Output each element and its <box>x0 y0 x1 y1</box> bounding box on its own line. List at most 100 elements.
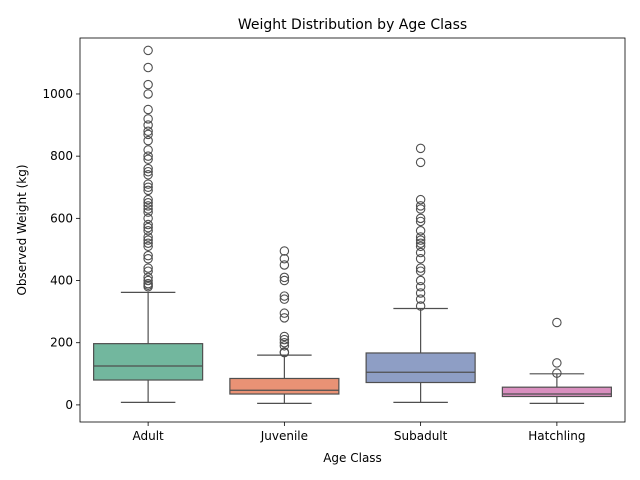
box-group-juvenile <box>229 246 340 404</box>
outlier-point <box>143 238 153 248</box>
outlier-point <box>415 241 426 252</box>
outlier-point <box>143 250 153 261</box>
outlier-point <box>143 179 153 189</box>
outlier-point <box>279 331 290 342</box>
outlier-point <box>143 145 153 155</box>
x-tick-label: Juvenile <box>260 429 308 443</box>
outlier-point <box>143 222 153 233</box>
outlier-point <box>279 313 290 323</box>
outlier-point <box>143 278 153 289</box>
x-tick-label: Hatchling <box>528 429 585 443</box>
outlier-point <box>415 254 426 264</box>
box-group-adult <box>93 45 204 404</box>
y-tick-label: 200 <box>50 336 73 350</box>
outlier-point <box>415 194 426 205</box>
outlier-point <box>143 263 153 273</box>
outlier-point <box>143 104 153 115</box>
y-axis-label: Observed Weight (kg) <box>15 164 29 295</box>
outlier-point <box>415 238 426 248</box>
outlier-point <box>279 291 290 301</box>
y-tick-label: 600 <box>50 211 73 225</box>
x-axis-label: Age Class <box>323 451 382 465</box>
outlier-point <box>415 247 426 258</box>
outlier-point <box>552 358 562 368</box>
outlier-point <box>143 89 153 99</box>
outlier-point <box>143 45 153 56</box>
outlier-point <box>279 272 290 283</box>
outlier-point <box>415 301 426 311</box>
outlier-point <box>143 154 153 165</box>
outlier-point <box>279 308 290 318</box>
outlier-point <box>415 275 426 286</box>
outlier-point <box>279 254 290 264</box>
outlier-point <box>279 246 290 256</box>
box-iqr <box>93 343 204 381</box>
outlier-point <box>143 194 153 205</box>
outlier-point <box>143 198 153 208</box>
outlier-point <box>279 275 290 286</box>
outlier-point <box>415 281 426 292</box>
y-tick-label: 0 <box>65 398 73 412</box>
outlier-point <box>143 185 153 196</box>
outlier-point <box>143 275 153 286</box>
outlier-point <box>415 232 426 242</box>
outlier-point <box>415 235 426 245</box>
outlier-point <box>143 114 153 124</box>
chart-title: Weight Distribution by Age Class <box>238 17 467 33</box>
outlier-point <box>143 170 153 180</box>
outlier-point <box>552 368 562 378</box>
box-iqr <box>365 352 476 384</box>
outlier-point <box>143 129 153 140</box>
outlier-point <box>143 163 153 174</box>
outlier-point <box>415 213 426 224</box>
outlier-point <box>415 263 426 273</box>
outlier-point <box>279 294 290 304</box>
x-tick-label: Subadult <box>394 429 448 443</box>
outlier-point <box>143 166 153 177</box>
outlier-point <box>143 201 153 211</box>
outlier-point <box>143 213 153 224</box>
outlier-point <box>415 288 426 298</box>
outlier-point <box>143 219 153 230</box>
plot-frame <box>79 37 626 423</box>
box-iqr <box>501 386 612 398</box>
outlier-point <box>415 294 426 304</box>
outlier-point <box>143 135 153 146</box>
outlier-point <box>143 204 153 214</box>
outlier-point <box>415 216 426 227</box>
outlier-point <box>279 334 290 345</box>
outlier-point <box>143 226 153 236</box>
outlier-point <box>143 266 153 276</box>
outlier-point <box>143 62 153 73</box>
y-tick-label: 400 <box>50 274 73 288</box>
x-tick-label: Adult <box>132 429 164 443</box>
y-tick-label: 1000 <box>42 87 73 101</box>
outlier-point <box>143 79 153 90</box>
outlier-point <box>415 143 426 154</box>
outlier-point <box>279 260 290 270</box>
outlier-point <box>552 317 562 328</box>
outlier-point <box>143 254 153 264</box>
outlier-point <box>143 241 153 252</box>
outlier-point <box>143 126 153 137</box>
outlier-point <box>415 157 426 168</box>
plot-area: 0 200 400 600 800 1000 Adult Juvenile Subadult Ha… <box>42 45 612 443</box>
outlier-point <box>143 182 153 192</box>
box-group-hatchling <box>501 317 612 404</box>
outlier-point <box>415 266 426 276</box>
outlier-point <box>279 347 290 357</box>
outlier-point <box>143 120 153 130</box>
outlier-point <box>279 337 290 348</box>
y-tick-label: 800 <box>50 149 73 163</box>
outlier-point <box>279 341 290 351</box>
outlier-point <box>415 204 426 214</box>
outlier-point <box>143 272 153 283</box>
outlier-point <box>415 226 426 236</box>
outlier-point <box>143 235 153 245</box>
outlier-point <box>415 201 426 211</box>
box-iqr <box>229 377 340 395</box>
box-group-subadult <box>365 143 476 404</box>
outlier-point <box>143 207 153 217</box>
